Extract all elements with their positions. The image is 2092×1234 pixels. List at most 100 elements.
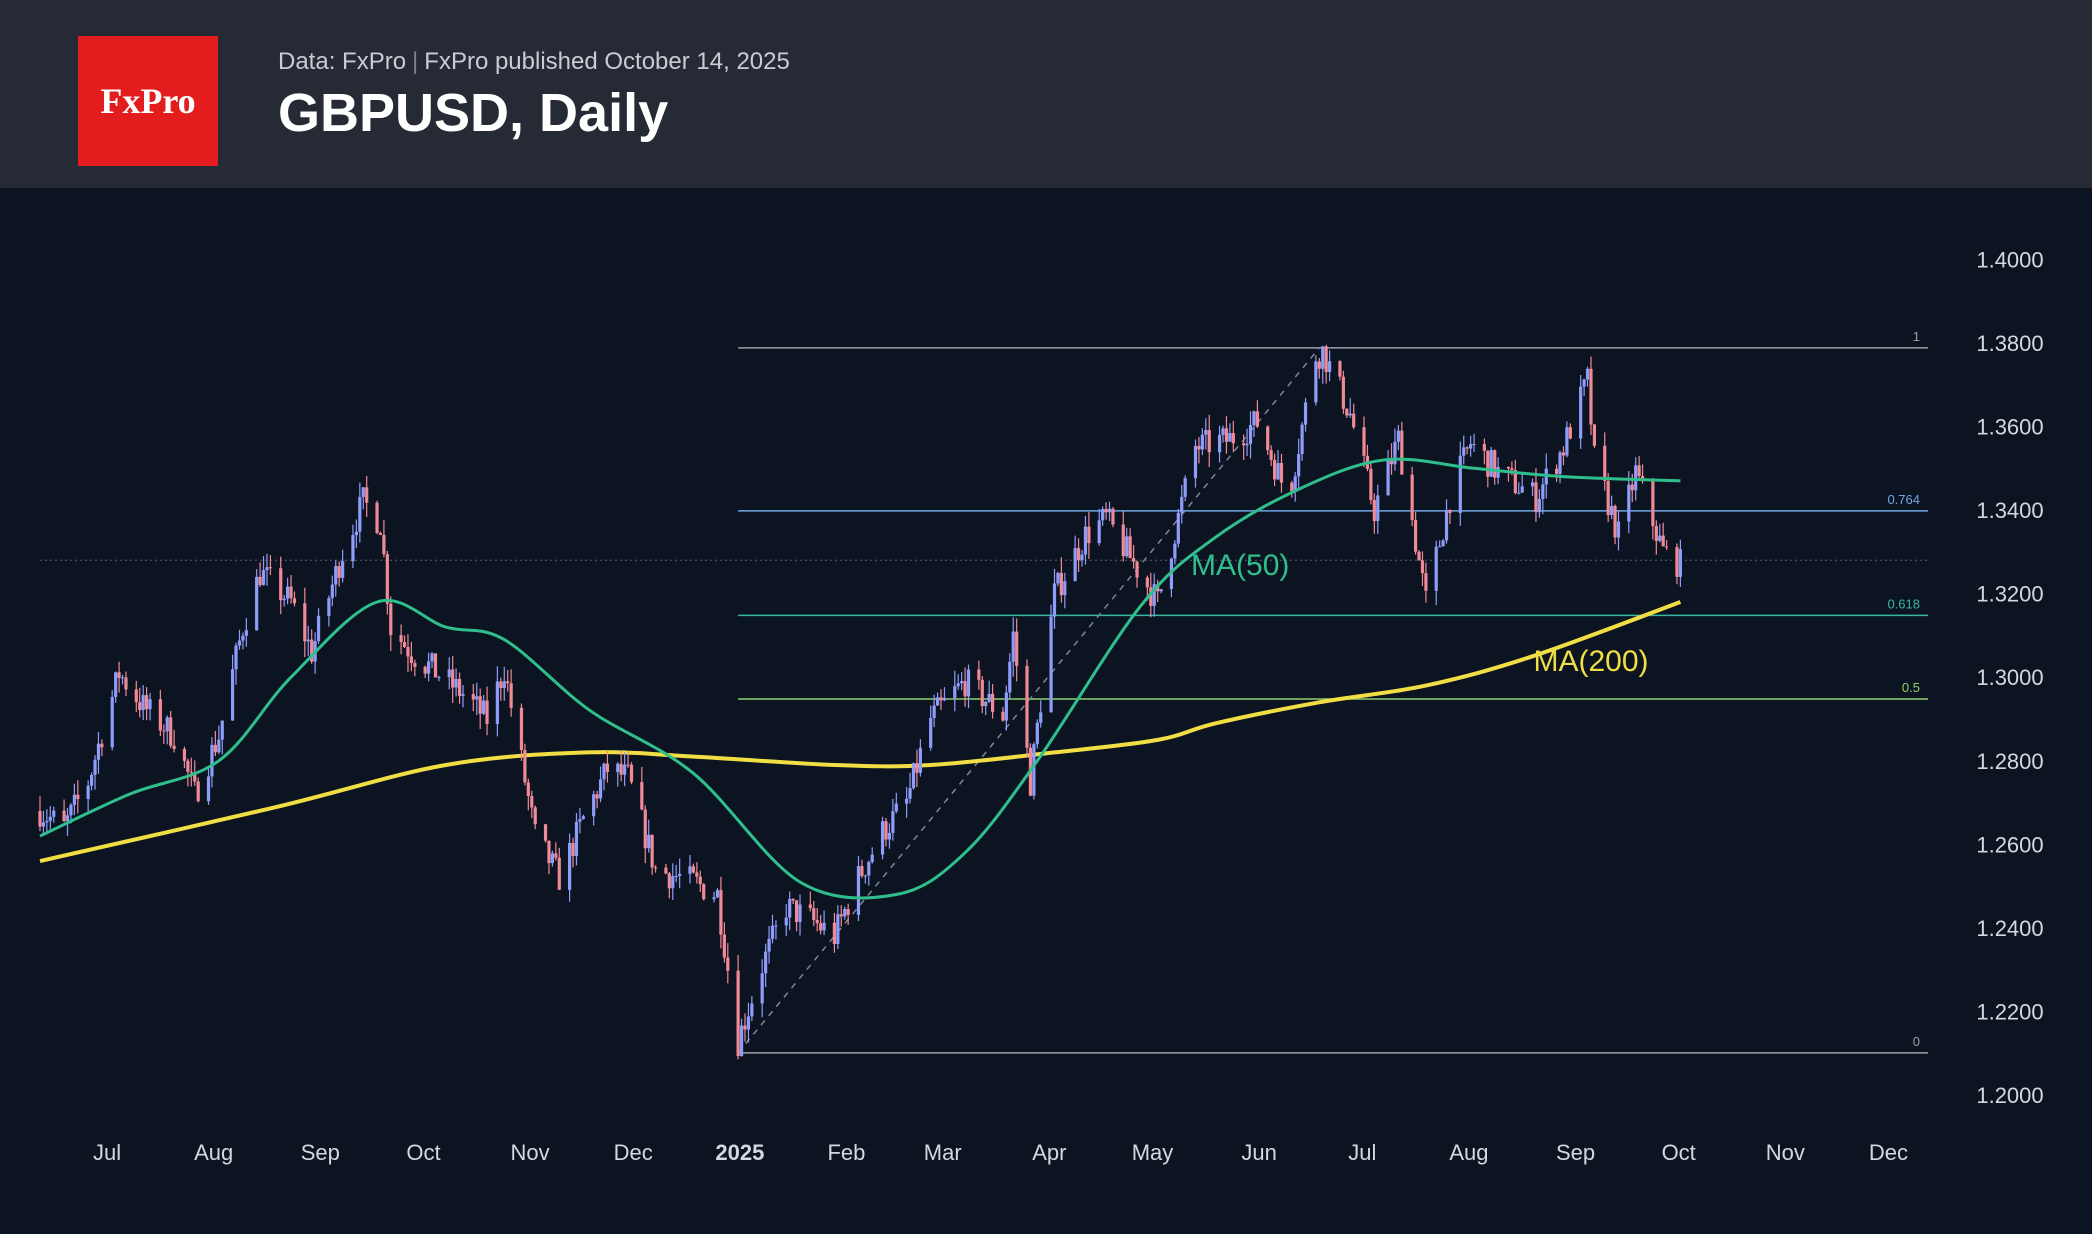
candle-body — [96, 743, 101, 760]
candle-body — [770, 925, 775, 939]
candle-body — [863, 875, 867, 877]
y-tick-label: 1.2800 — [1976, 749, 2043, 774]
candle-body — [148, 699, 152, 710]
candle-body — [626, 764, 630, 766]
candle-body — [915, 763, 919, 773]
candle-body — [45, 821, 49, 823]
candle-body — [894, 803, 898, 812]
candle-body — [784, 917, 788, 926]
candle-body — [1183, 478, 1187, 497]
candle-body — [186, 760, 190, 772]
candle-body — [767, 938, 771, 952]
candle-body — [1321, 346, 1325, 369]
candle-body — [1224, 428, 1229, 442]
candle-body — [1004, 692, 1008, 721]
candle-body — [557, 857, 561, 890]
candle-body — [365, 487, 369, 503]
candle-body — [1348, 413, 1352, 416]
candle-body — [702, 884, 706, 900]
ma50-line — [39, 457, 1681, 900]
candle-body — [571, 842, 575, 857]
candle-body — [457, 678, 462, 696]
candle-body — [1076, 548, 1081, 561]
candle-body — [743, 1025, 747, 1030]
candle-body — [719, 890, 723, 935]
candle-body — [1121, 524, 1125, 557]
candle-body — [413, 663, 417, 667]
candle-body — [114, 672, 118, 697]
x-tick-label: Oct — [406, 1140, 440, 1165]
candle-body — [935, 697, 940, 706]
candle-body — [647, 834, 651, 849]
candle-body — [120, 677, 125, 679]
candle-body — [206, 776, 211, 802]
candle-body — [1561, 452, 1566, 456]
candle-body — [475, 696, 479, 700]
candle-body — [870, 854, 874, 862]
trend-line-segment — [737, 347, 1320, 1054]
x-tick-label: Sep — [301, 1140, 340, 1165]
candle-body — [887, 832, 892, 840]
candle-body — [1369, 468, 1373, 500]
candle-body — [282, 598, 286, 601]
candle-body — [1376, 495, 1380, 522]
candle-body — [712, 897, 716, 900]
candle-body — [1293, 476, 1297, 492]
candle-body — [1472, 443, 1476, 445]
candle-body — [337, 566, 341, 578]
candle-body — [65, 815, 70, 822]
candle-body — [715, 890, 720, 898]
candle-body — [526, 782, 530, 797]
candle-body — [1520, 486, 1524, 493]
candle-body — [72, 794, 76, 805]
candle-body — [499, 681, 503, 689]
candle-body — [485, 700, 489, 724]
candle-body — [932, 705, 936, 718]
candle-body — [1073, 548, 1077, 582]
chart-title: GBPUSD, Daily — [278, 83, 669, 143]
candle-body — [1087, 526, 1091, 544]
candle-body — [1135, 561, 1139, 578]
candle-body — [433, 653, 438, 678]
candle-body — [482, 700, 486, 714]
candle-body — [856, 866, 861, 915]
candle-body — [836, 914, 840, 945]
candle-body — [334, 566, 338, 585]
candle-body — [918, 747, 922, 773]
candle-body — [1462, 447, 1466, 456]
candle-body — [1352, 413, 1356, 428]
candle-body — [547, 840, 551, 864]
candle-body — [189, 771, 193, 773]
candle-body — [1083, 526, 1088, 555]
candle-body — [519, 707, 524, 751]
candle-body — [695, 872, 699, 877]
candle-body — [382, 534, 386, 555]
fib-level-label: 0.5 — [1902, 680, 1920, 695]
candle-body — [1537, 498, 1541, 513]
candle-body — [1610, 506, 1614, 516]
candle-body — [509, 683, 513, 708]
candle-body — [303, 603, 307, 642]
candle-body — [241, 635, 245, 641]
candle-body — [1097, 520, 1101, 544]
x-tick-label: Feb — [827, 1140, 865, 1165]
candle-body — [1393, 441, 1397, 465]
candle-body — [41, 822, 46, 827]
candle-body — [1303, 402, 1308, 425]
candle-body — [427, 661, 431, 674]
candle-body — [1541, 484, 1545, 499]
candle-body — [165, 717, 169, 732]
candle-body — [1197, 445, 1201, 450]
candle-body — [1675, 547, 1679, 577]
candle-body — [1530, 482, 1535, 487]
candle-body — [1568, 427, 1572, 439]
candle-body — [1565, 427, 1569, 456]
candle-body — [1651, 480, 1655, 527]
candle-body — [867, 861, 871, 876]
candle-body — [1341, 376, 1345, 409]
candle-body — [1317, 361, 1321, 369]
candle-body — [341, 561, 345, 578]
candle-body — [722, 934, 726, 958]
candle-body — [255, 576, 259, 631]
candle-body — [69, 804, 73, 816]
